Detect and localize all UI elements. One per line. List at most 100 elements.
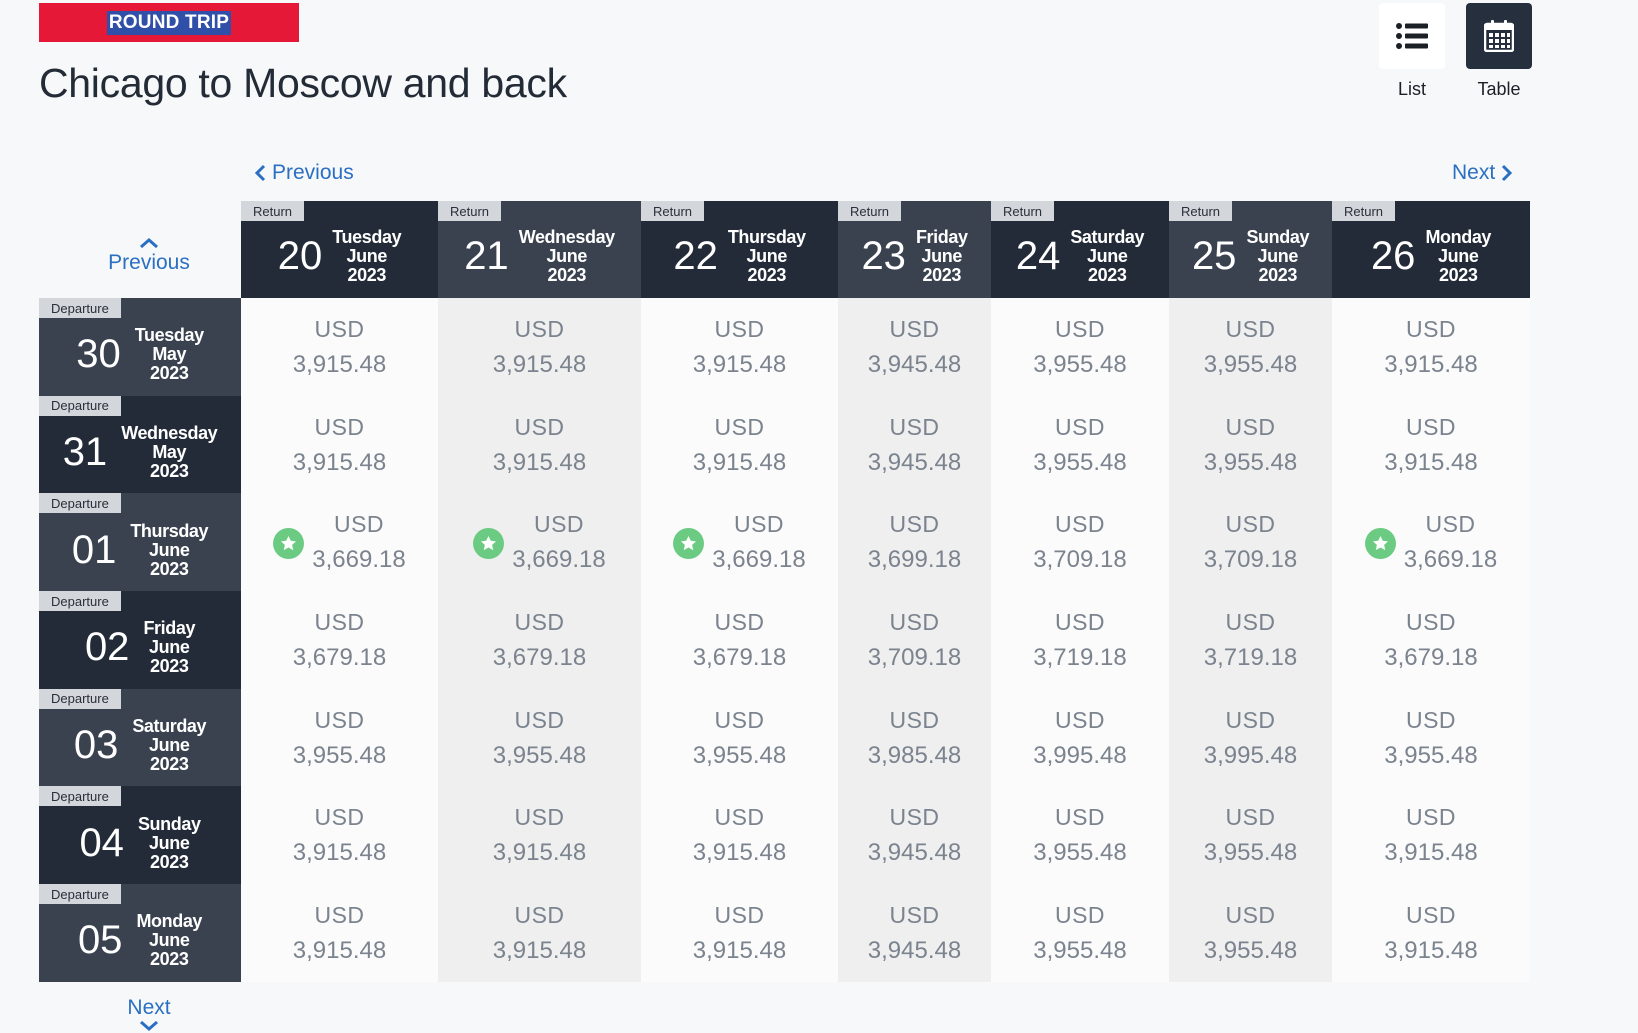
fare-cell[interactable]: USD 3,995.48 (991, 688, 1169, 787)
fare-amount: 3,985.48 (867, 741, 962, 769)
fare-cell[interactable]: USD 3,955.48 (991, 298, 1169, 396)
departure-tag: Departure (39, 688, 121, 709)
fare-cell[interactable]: USD 3,719.18 (991, 591, 1169, 689)
return-year: 2023 (1258, 265, 1298, 285)
fare-cell[interactable]: USD 3,945.48 (838, 298, 991, 396)
fare-amount: 3,955.48 (492, 741, 587, 769)
fare-cell[interactable]: USD 3,709.18 (1169, 493, 1332, 592)
departure-day-text: Sunday June 2023 (138, 814, 201, 872)
fare-cell[interactable]: USD 3,955.48 (1169, 884, 1332, 982)
fare-cell[interactable]: USD 3,945.48 (838, 786, 991, 885)
fare-cell[interactable]: USD 3,915.48 (641, 884, 838, 982)
fare-cell[interactable]: USD 3,955.48 (991, 786, 1169, 885)
departure-month: June (149, 832, 190, 853)
fare-currency: USD (714, 706, 765, 733)
return-day-number: 21 (464, 234, 509, 278)
fare-cell[interactable]: USD 3,955.48 (438, 688, 641, 787)
fare-cell[interactable]: USD 3,669.18 (641, 493, 838, 592)
fare-cell[interactable]: USD 3,699.18 (838, 493, 991, 592)
fare-amount: 3,679.18 (492, 643, 587, 671)
fare-cell[interactable]: USD 3,945.48 (838, 884, 991, 982)
fare-cell[interactable]: USD 3,915.48 (438, 884, 641, 982)
fare-currency: USD (889, 315, 940, 342)
fare-cell[interactable]: USD 3,669.18 (438, 493, 641, 592)
fare-cell[interactable]: USD 3,985.48 (838, 688, 991, 787)
fare-cell[interactable]: USD 3,915.48 (241, 395, 438, 494)
fare-cell[interactable]: USD 3,679.18 (241, 591, 438, 689)
fare-amount: 3,669.18 (512, 546, 606, 574)
fare-currency: USD (1054, 511, 1106, 538)
fare-cell[interactable]: USD 3,709.18 (838, 591, 991, 689)
fare-price: USD 3,945.48 (868, 312, 961, 382)
return-month: June (1438, 246, 1479, 266)
fare-currency: USD (1405, 413, 1457, 440)
fare-price: USD 3,679.18 (293, 605, 386, 675)
fare-amount: 3,955.48 (1033, 350, 1127, 378)
fare-cell[interactable]: USD 3,955.48 (641, 688, 838, 787)
fare-amount: 3,915.48 (292, 839, 387, 867)
fare-price: USD 3,679.18 (1384, 605, 1477, 675)
fare-currency: USD (889, 413, 940, 440)
fare-cell[interactable]: USD 3,955.48 (991, 395, 1169, 494)
next-return-dates-link[interactable]: Next (1452, 161, 1513, 185)
fare-cell[interactable]: USD 3,915.48 (1332, 298, 1530, 396)
return-weekday: Wednesday (518, 227, 616, 247)
fare-amount: 3,915.48 (292, 936, 387, 964)
departure-date-header: Departure 31 Wednesday May 2023 (39, 395, 241, 494)
fare-cell[interactable]: USD 3,709.18 (991, 493, 1169, 592)
fare-cell[interactable]: USD 3,915.48 (641, 298, 838, 396)
fare-currency: USD (314, 413, 365, 440)
fare-cell[interactable]: USD 3,955.48 (1169, 786, 1332, 885)
fare-cell[interactable]: USD 3,955.48 (1169, 395, 1332, 494)
fare-cell[interactable]: USD 3,915.48 (241, 298, 438, 396)
return-month: June (746, 246, 788, 266)
fare-currency: USD (889, 901, 940, 928)
fare-price: USD 3,915.48 (1384, 312, 1477, 382)
return-day-text: Thursday June 2023 (728, 228, 806, 285)
departure-weekday: Friday (143, 618, 196, 639)
fare-cell[interactable]: USD 3,955.48 (1332, 688, 1530, 787)
fare-cell[interactable]: USD 3,679.18 (641, 591, 838, 689)
fare-cell[interactable]: USD 3,955.48 (991, 884, 1169, 982)
next-label: Next (127, 996, 171, 1019)
fare-cell[interactable]: USD 3,669.18 (1332, 493, 1530, 592)
fare-cell[interactable]: USD 3,995.48 (1169, 688, 1332, 787)
fare-cell[interactable]: USD 3,915.48 (241, 786, 438, 885)
fare-cell[interactable]: USD 3,945.48 (838, 395, 991, 494)
fare-cell[interactable]: USD 3,955.48 (1169, 298, 1332, 396)
fare-cell[interactable]: USD 3,955.48 (241, 688, 438, 787)
fare-price: USD 3,915.48 (1384, 410, 1477, 480)
return-weekday: Tuesday (332, 227, 402, 247)
fare-amount: 3,955.48 (1203, 936, 1298, 964)
table-view-button[interactable]: Table (1466, 3, 1532, 100)
fare-cell[interactable]: USD 3,915.48 (438, 786, 641, 885)
calendar-icon (1484, 20, 1514, 52)
fare-cell[interactable]: USD 3,679.18 (438, 591, 641, 689)
list-view-button[interactable]: List (1379, 3, 1445, 100)
fare-cell[interactable]: USD 3,915.48 (641, 395, 838, 494)
fare-price: USD 3,669.18 (312, 507, 405, 577)
fare-cell[interactable]: USD 3,915.48 (241, 884, 438, 982)
previous-return-dates-link[interactable]: Previous (254, 161, 354, 185)
fare-amount: 3,955.48 (292, 741, 387, 769)
departure-day-number: 02 (84, 625, 130, 670)
fare-amount: 3,709.18 (1203, 546, 1298, 574)
fare-cell[interactable]: USD 3,915.48 (1332, 395, 1530, 494)
fare-cell[interactable]: USD 3,915.48 (1332, 786, 1530, 885)
fare-cell[interactable]: USD 3,669.18 (241, 493, 438, 592)
fare-cell[interactable]: USD 3,915.48 (438, 395, 641, 494)
return-date-header: Return 20 Tuesday June 2023 (241, 201, 438, 298)
previous-departure-dates-link[interactable]: Previous (99, 237, 199, 275)
fare-cell[interactable]: USD 3,915.48 (1332, 884, 1530, 982)
return-day-number: 23 (861, 234, 906, 278)
fare-amount: 3,955.48 (1384, 741, 1478, 769)
fare-price: USD 3,955.48 (1204, 898, 1297, 968)
fare-cell[interactable]: USD 3,679.18 (1332, 591, 1530, 689)
fare-cell[interactable]: USD 3,915.48 (641, 786, 838, 885)
return-date-header: Return 21 Wednesday June 2023 (438, 201, 641, 298)
fare-currency: USD (314, 804, 365, 831)
next-departure-dates-link[interactable]: Next (99, 996, 199, 1032)
fare-cell[interactable]: USD 3,915.48 (438, 298, 641, 396)
fare-cell[interactable]: USD 3,719.18 (1169, 591, 1332, 689)
fare-currency: USD (1405, 901, 1457, 928)
